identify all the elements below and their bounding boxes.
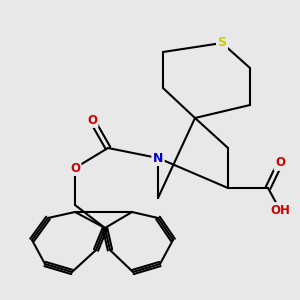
Text: O: O — [70, 161, 80, 175]
Text: O: O — [87, 113, 97, 127]
Text: O: O — [275, 157, 285, 169]
Text: OH: OH — [270, 203, 290, 217]
Text: S: S — [218, 37, 226, 50]
Text: N: N — [153, 152, 163, 164]
